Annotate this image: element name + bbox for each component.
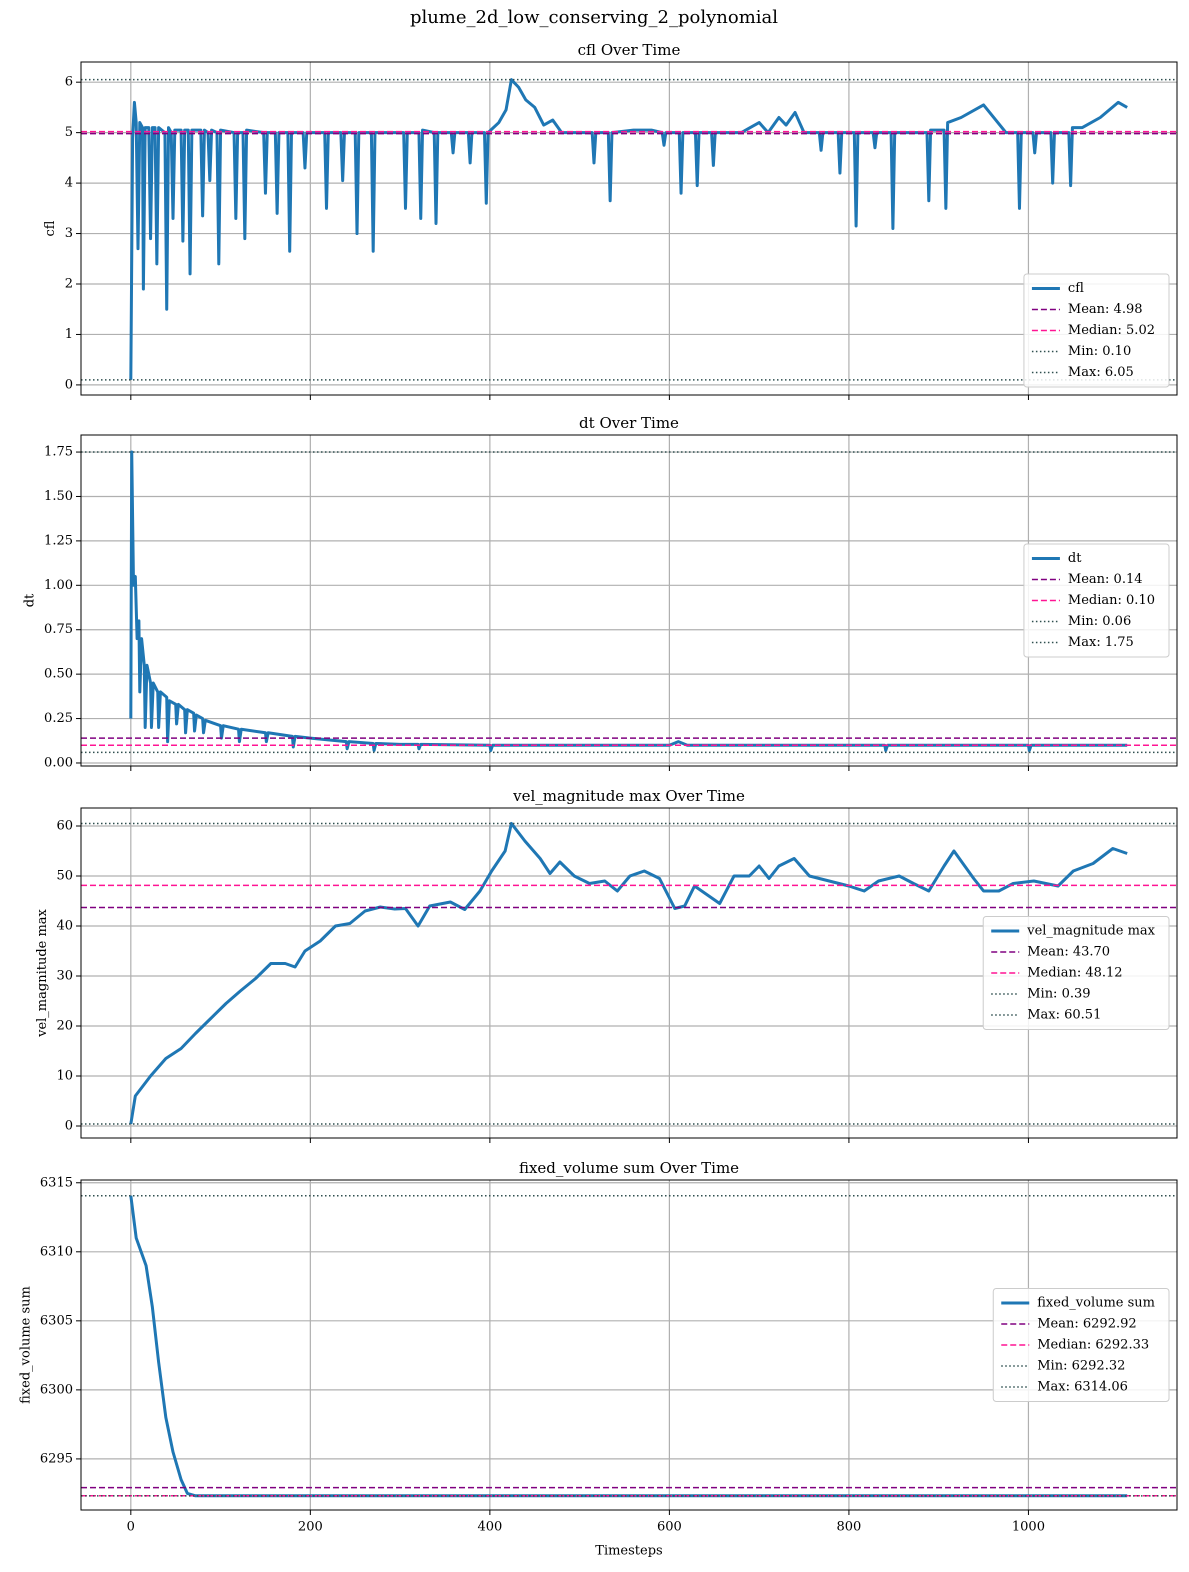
y-tick-label: 20 [56,1019,73,1034]
y-tick-label: 0 [65,377,73,392]
y-axis-label: dt [23,593,38,607]
y-tick-label: 50 [56,869,73,884]
y-tick-label: 30 [56,969,73,984]
y-tick-label: 4 [65,176,73,191]
legend-label: vel_magnitude max [1026,924,1155,939]
legend-label: Mean: 4.98 [1068,302,1143,317]
legend-label: Mean: 6292.92 [1037,1317,1136,1332]
y-tick-label: 2 [65,277,73,292]
data-line [129,78,1128,380]
data-line [129,1195,1128,1498]
legend-box [992,1288,1170,1402]
legend-label: Min: 0.06 [1068,614,1131,629]
x-tick-label: 400 [477,1520,502,1535]
subplot-title: fixed_volume sum Over Time [519,1159,739,1177]
legend-label: Median: 6292.33 [1037,1338,1149,1353]
y-tick-label: 0.75 [44,622,73,637]
x-tick-label: 800 [837,1520,862,1535]
legend-label: Max: 6.05 [1068,365,1134,380]
subplot-title: vel_magnitude max Over Time [512,787,745,805]
data-line [129,821,1128,1125]
plot-frame [80,434,1178,767]
y-tick-label: 6300 [40,1382,73,1397]
x-tick-label: 0 [127,1520,135,1535]
legend-label: Min: 0.10 [1068,344,1131,359]
legend-label: Max: 1.75 [1068,635,1134,650]
y-axis-label: fixed_volume sum [18,1286,33,1404]
data-line [129,450,1128,753]
subplot-title: dt Over Time [579,414,679,432]
y-tick-label: 10 [56,1069,73,1084]
y-tick-label: 1.25 [44,533,73,548]
legend-label: Max: 60.51 [1027,1008,1101,1023]
legend: vel_magnitude max Mean: 43.70 Median: 48.1… [982,916,1170,1030]
legend: cfl Mean: 4.98 Median: 5.02 Min: 0.10 Max: 6… [1023,273,1170,388]
legend: fixed_volume sum Mean: 6292.92 Median: 629… [992,1288,1170,1402]
legend-label: dt [1068,551,1082,566]
legend: dt Mean: 0.14 Median: 0.10 Min: 0.06 Max: 1.… [1023,543,1170,658]
y-axis-label: cfl [43,220,58,236]
y-tick-label: 0 [65,1119,73,1134]
y-tick-label: 6 [65,75,73,90]
y-tick-label: 60 [56,819,73,834]
x-axis-label: Timesteps [595,1544,662,1559]
legend-box [1023,273,1170,388]
subplot: dt Over Time 0.00 0.25 0.50 0.75 1.00 1.25 1.50… [23,414,1178,771]
legend-label: Min: 6292.32 [1037,1359,1125,1374]
subplot: fixed_volume sum Over Time 6295 6300 6305 63… [18,1159,1178,1559]
y-tick-label: 1.50 [44,489,73,504]
y-tick-label: 6305 [40,1313,73,1328]
y-axis-label: vel_magnitude max [35,908,50,1037]
legend-box [1023,543,1170,658]
legend-label: Max: 6314.06 [1037,1380,1128,1395]
y-tick-label: 6310 [40,1244,73,1259]
legend-label: fixed_volume sum [1037,1296,1155,1311]
y-tick-label: 40 [56,919,73,934]
legend-label: Median: 5.02 [1068,323,1155,338]
y-tick-label: 3 [65,226,73,241]
x-tick-label: 200 [298,1520,323,1535]
x-tick-label: 1000 [1012,1520,1045,1535]
subplot: vel_magnitude max Over Time 0 10 20 30 40 50 60… [35,787,1178,1143]
subplot-title: cfl Over Time [578,41,681,59]
y-tick-label: 1 [65,327,73,342]
y-tick-label: 6315 [40,1175,73,1190]
legend-label: Mean: 0.14 [1068,572,1143,587]
legend-label: Median: 48.12 [1027,966,1122,981]
legend-box [982,916,1170,1030]
y-tick-label: 0.25 [44,711,73,726]
y-tick-label: 0.50 [44,667,73,682]
legend-label: Median: 0.10 [1068,593,1155,608]
legend-label: Mean: 43.70 [1027,945,1110,960]
plot-frame [80,1179,1178,1511]
y-tick-label: 1.75 [44,445,73,460]
plot-frame [80,61,1178,396]
y-tick-label: 5 [65,125,73,140]
y-tick-label: 1.00 [44,578,73,593]
x-tick-label: 600 [657,1520,682,1535]
y-tick-label: 0.00 [44,755,73,770]
subplot: cfl Over Time 0 1 2 3 4 5 6 cfl cfl Mean: 4.98 Medi… [43,41,1178,400]
legend-label: Min: 0.39 [1027,987,1090,1002]
figure-title: plume_2d_low_conserving_2_polynomial [410,7,778,28]
plot-frame [80,807,1178,1139]
legend-label: cfl [1068,281,1084,296]
y-tick-label: 6295 [40,1451,73,1466]
